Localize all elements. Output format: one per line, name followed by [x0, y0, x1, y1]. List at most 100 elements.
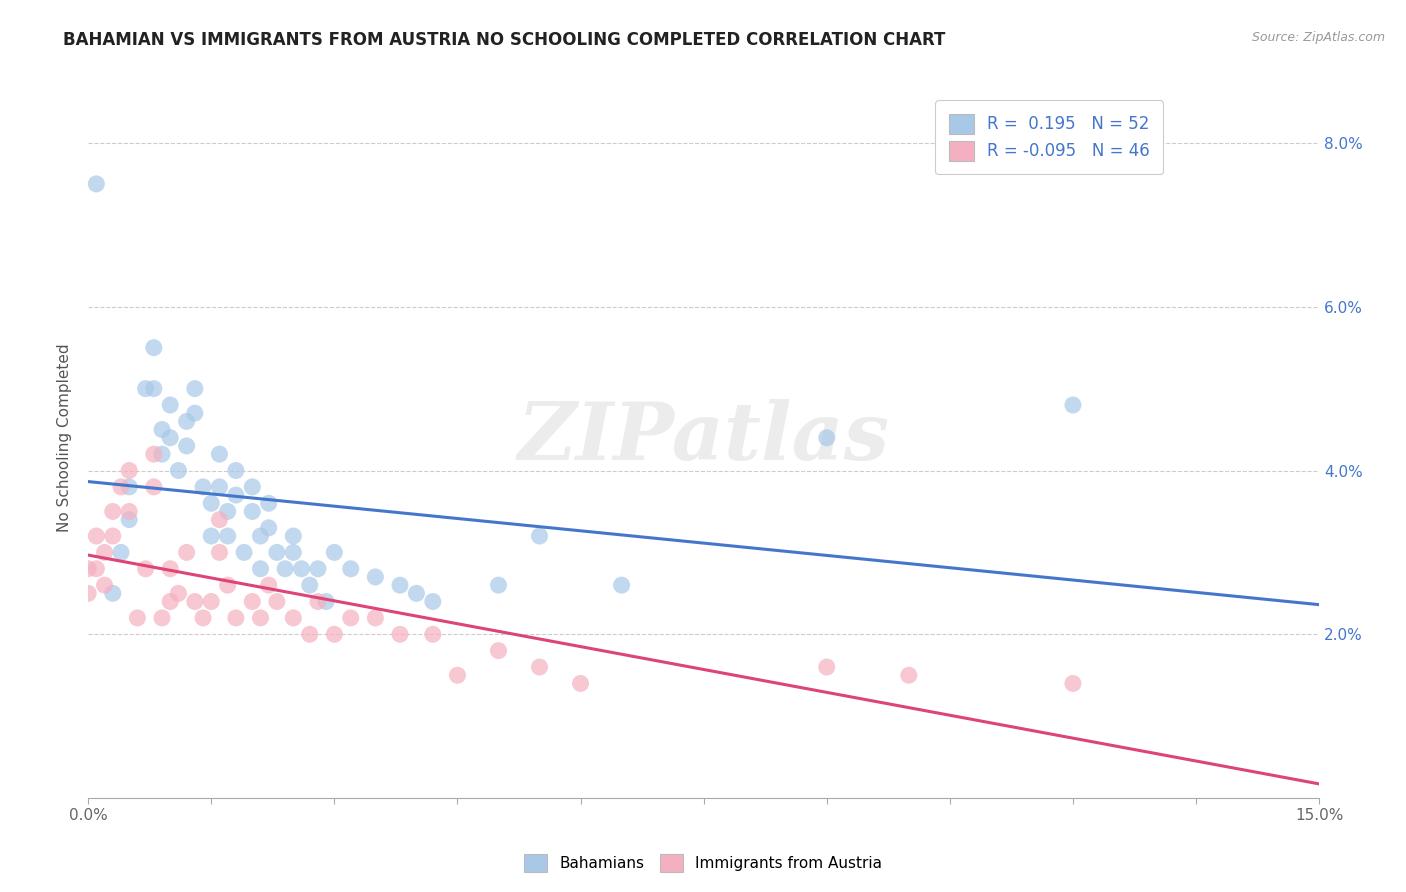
Point: [142, 341, 165, 355]
Point: [208, 545, 231, 559]
Point: [110, 545, 132, 559]
Point: [529, 660, 551, 674]
Point: [208, 480, 231, 494]
Point: [167, 586, 190, 600]
Point: [191, 480, 214, 494]
Point: [200, 529, 222, 543]
Point: [323, 545, 346, 559]
Point: [159, 594, 181, 608]
Point: [77, 562, 100, 576]
Point: [290, 562, 312, 576]
Point: [184, 594, 207, 608]
Y-axis label: No Schooling Completed: No Schooling Completed: [58, 343, 72, 532]
Point: [217, 578, 239, 592]
Point: [233, 545, 256, 559]
Point: [184, 406, 207, 420]
Point: [208, 447, 231, 461]
Point: [323, 627, 346, 641]
Point: [93, 578, 115, 592]
Point: [191, 611, 214, 625]
Point: [249, 611, 271, 625]
Point: [159, 562, 181, 576]
Point: [897, 668, 920, 682]
Legend: R =  0.195   N = 52, R = -0.095   N = 46: R = 0.195 N = 52, R = -0.095 N = 46: [935, 100, 1163, 174]
Point: [364, 611, 387, 625]
Point: [101, 586, 124, 600]
Point: [569, 676, 592, 690]
Point: [176, 439, 198, 453]
Point: [135, 382, 157, 396]
Point: [86, 529, 108, 543]
Point: [422, 594, 444, 608]
Point: [86, 562, 108, 576]
Point: [118, 513, 141, 527]
Point: [217, 504, 239, 518]
Point: [257, 521, 280, 535]
Point: [167, 463, 190, 477]
Point: [184, 382, 207, 396]
Point: [815, 660, 838, 674]
Point: [488, 578, 510, 592]
Point: [225, 463, 247, 477]
Point: [101, 529, 124, 543]
Point: [815, 431, 838, 445]
Point: [93, 545, 115, 559]
Point: [159, 398, 181, 412]
Point: [1062, 398, 1084, 412]
Point: [307, 594, 329, 608]
Point: [610, 578, 633, 592]
Point: [339, 611, 361, 625]
Point: [217, 529, 239, 543]
Point: [142, 447, 165, 461]
Legend: Bahamians, Immigrants from Austria: Bahamians, Immigrants from Austria: [516, 846, 890, 880]
Point: [150, 611, 173, 625]
Point: [283, 545, 305, 559]
Point: [240, 480, 263, 494]
Point: [200, 594, 222, 608]
Point: [266, 594, 288, 608]
Point: [307, 562, 329, 576]
Point: [142, 382, 165, 396]
Point: [118, 504, 141, 518]
Point: [208, 513, 231, 527]
Point: [446, 668, 468, 682]
Point: [86, 177, 108, 191]
Point: [364, 570, 387, 584]
Point: [142, 480, 165, 494]
Text: ZIPatlas: ZIPatlas: [517, 399, 890, 476]
Point: [240, 594, 263, 608]
Point: [388, 578, 411, 592]
Point: [150, 423, 173, 437]
Point: [110, 480, 132, 494]
Point: [225, 611, 247, 625]
Point: [298, 578, 321, 592]
Point: [176, 414, 198, 428]
Point: [118, 480, 141, 494]
Point: [266, 545, 288, 559]
Point: [176, 545, 198, 559]
Point: [529, 529, 551, 543]
Point: [257, 578, 280, 592]
Point: [135, 562, 157, 576]
Text: Source: ZipAtlas.com: Source: ZipAtlas.com: [1251, 31, 1385, 45]
Point: [249, 529, 271, 543]
Point: [150, 447, 173, 461]
Point: [339, 562, 361, 576]
Point: [159, 431, 181, 445]
Point: [200, 496, 222, 510]
Point: [388, 627, 411, 641]
Point: [249, 562, 271, 576]
Point: [488, 643, 510, 657]
Point: [405, 586, 427, 600]
Point: [283, 529, 305, 543]
Point: [298, 627, 321, 641]
Point: [225, 488, 247, 502]
Point: [422, 627, 444, 641]
Point: [274, 562, 297, 576]
Point: [101, 504, 124, 518]
Point: [1062, 676, 1084, 690]
Point: [77, 586, 100, 600]
Point: [118, 463, 141, 477]
Point: [127, 611, 149, 625]
Point: [240, 504, 263, 518]
